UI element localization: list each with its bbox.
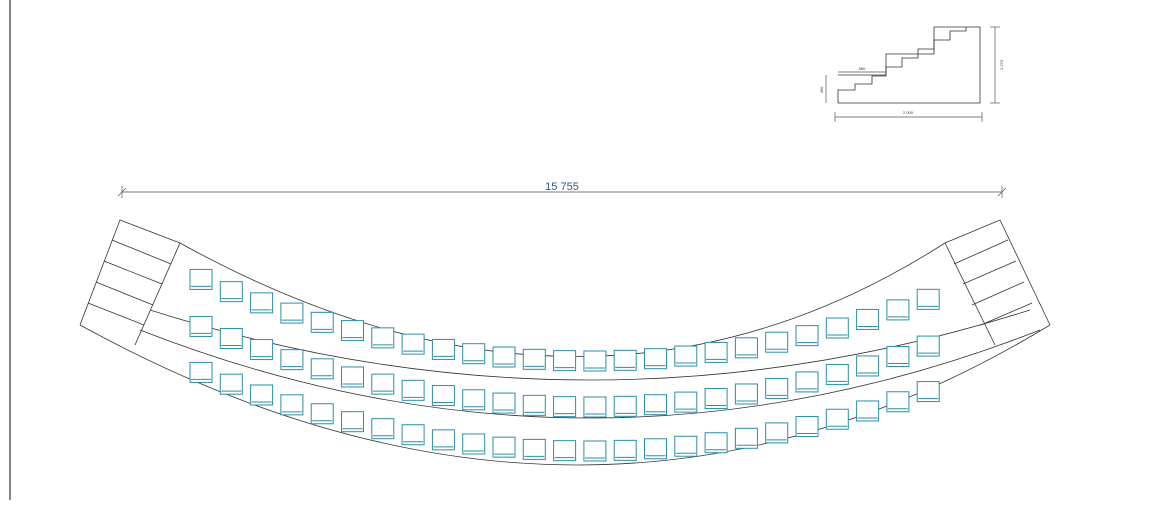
seat xyxy=(280,394,304,416)
seat xyxy=(856,400,880,422)
seat xyxy=(401,379,425,401)
seat xyxy=(825,363,849,385)
seat xyxy=(795,371,819,393)
seat xyxy=(310,403,334,425)
seat xyxy=(462,433,486,455)
seat xyxy=(613,349,637,371)
seat xyxy=(553,396,577,418)
seat xyxy=(341,320,364,342)
seat xyxy=(553,350,577,372)
seat xyxy=(886,346,910,368)
seat xyxy=(825,317,849,339)
seat xyxy=(916,335,940,357)
seat xyxy=(825,408,849,430)
seat xyxy=(462,343,486,365)
seat xyxy=(583,440,607,462)
seat xyxy=(734,383,758,405)
seat xyxy=(886,391,910,413)
seat xyxy=(371,373,395,395)
seat xyxy=(401,424,425,446)
seat xyxy=(704,341,728,363)
seat xyxy=(280,302,304,324)
seat xyxy=(613,439,637,461)
seat xyxy=(765,377,789,399)
seat xyxy=(401,333,425,355)
seat xyxy=(310,358,334,380)
seat xyxy=(492,436,516,458)
seat xyxy=(341,411,364,433)
section-width: 2 000 xyxy=(903,110,914,115)
seat xyxy=(704,388,728,410)
seat xyxy=(492,392,516,414)
seat xyxy=(250,384,274,406)
seat xyxy=(765,422,789,444)
seat xyxy=(371,327,395,349)
seat xyxy=(704,432,728,454)
seat xyxy=(674,391,698,413)
seat xyxy=(462,389,486,411)
seat xyxy=(674,435,698,457)
seat xyxy=(431,385,455,407)
seat xyxy=(644,394,667,416)
seat xyxy=(674,345,698,367)
main-dimension: 15 755 xyxy=(117,181,1007,198)
seat xyxy=(431,338,455,360)
seat xyxy=(553,440,577,462)
seat xyxy=(795,325,819,347)
seat xyxy=(371,418,395,440)
seat xyxy=(341,366,364,388)
seat xyxy=(250,339,274,361)
seat xyxy=(886,299,910,321)
seats xyxy=(189,268,940,462)
seat xyxy=(310,311,334,333)
seat xyxy=(916,381,940,403)
seat xyxy=(189,315,213,337)
section-tread: 560 xyxy=(859,66,866,71)
seat xyxy=(765,331,789,353)
section-height: 1 270 xyxy=(999,59,1004,70)
seat xyxy=(280,349,304,371)
seat xyxy=(583,350,607,372)
seat xyxy=(613,395,637,417)
seat xyxy=(644,348,667,370)
seat xyxy=(734,337,758,359)
section-detail: 1 270 2 000 560 450 xyxy=(819,26,1004,122)
seat xyxy=(916,288,940,310)
seating-band xyxy=(79,219,1051,466)
seat xyxy=(189,361,213,383)
seat xyxy=(795,416,819,438)
section-riser: 450 xyxy=(819,86,824,93)
seat xyxy=(644,438,667,460)
seat xyxy=(219,373,243,395)
seat xyxy=(250,292,274,314)
dimension-label: 15 755 xyxy=(545,181,579,193)
seat xyxy=(189,268,213,290)
seat xyxy=(856,308,880,330)
seat xyxy=(219,281,243,303)
seat xyxy=(522,394,546,416)
seat xyxy=(431,429,455,451)
seat xyxy=(522,348,546,370)
seat xyxy=(856,355,880,377)
seat xyxy=(492,346,516,368)
seat xyxy=(583,396,607,418)
seat xyxy=(522,438,546,460)
seat xyxy=(219,327,243,349)
seat xyxy=(734,427,758,449)
